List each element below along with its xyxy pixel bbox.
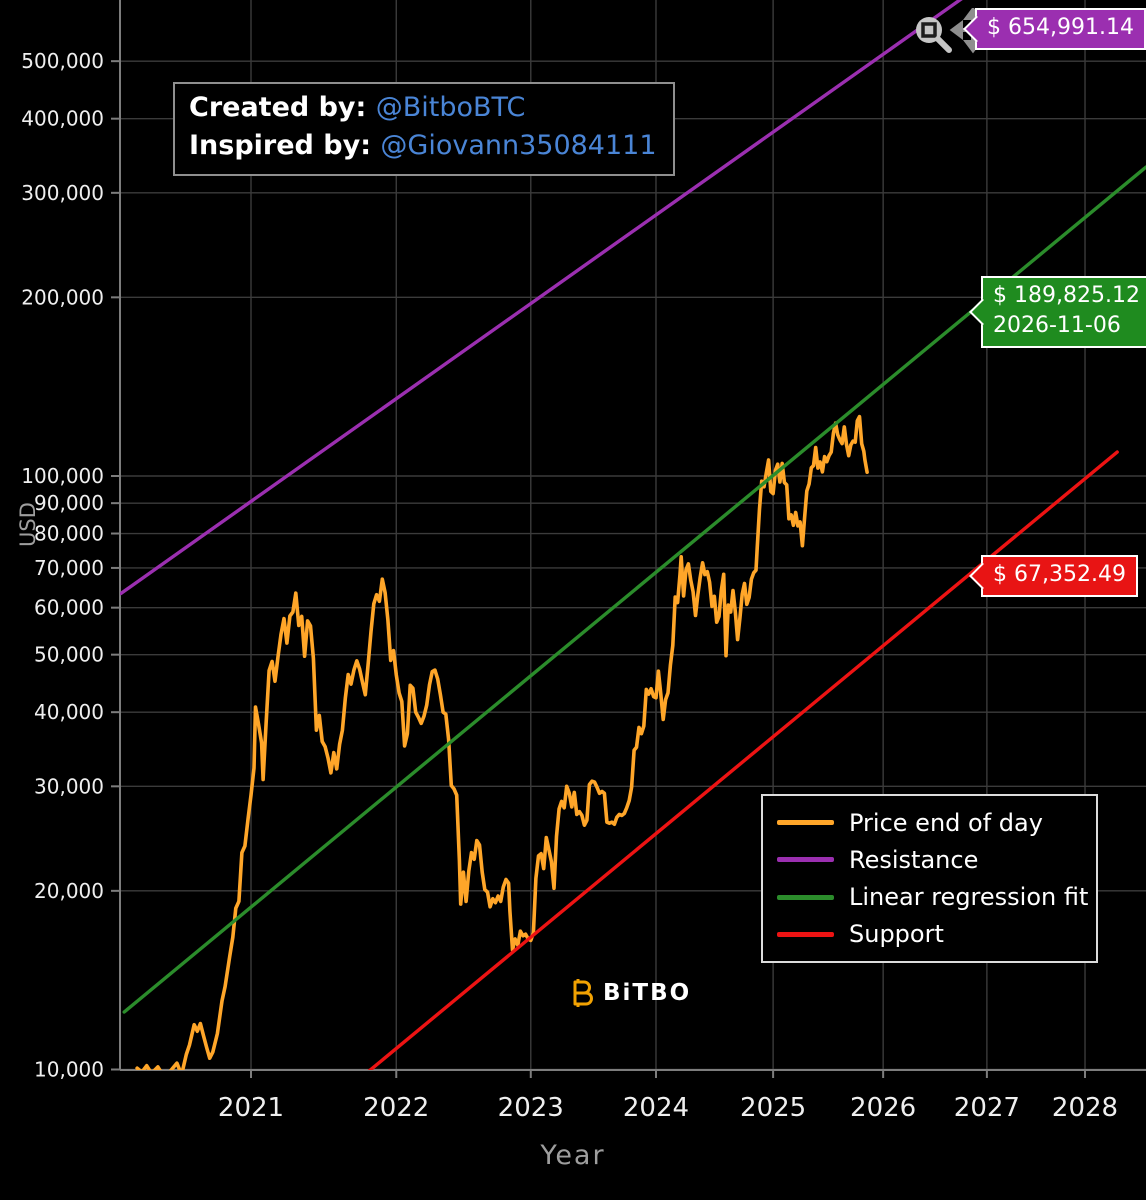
created-by-handle[interactable]: @BitboBTC (375, 92, 526, 123)
x-tick-label-2027: 2027 (954, 1093, 1020, 1123)
regression-line-swatch-icon (777, 894, 834, 900)
legend: Price end of day Resistance Linear regre… (761, 794, 1098, 963)
support-line (367, 450, 1119, 1070)
y-tick-label-80000: 80,000 (34, 522, 104, 546)
regression-value-tag: $ 189,825.12 2026-11-06 (981, 276, 1146, 348)
legend-item-regression: Linear regression fit (777, 883, 1090, 911)
y-tick-label-30000: 30,000 (34, 774, 104, 798)
created-by-label: Created by: (189, 92, 367, 123)
y-tick-label-60000: 60,000 (34, 596, 104, 620)
y-tick-label-50000: 50,000 (34, 643, 104, 667)
zoom-to-rect-icon[interactable] (916, 17, 952, 53)
support-value-tag: $ 67,352.49 (981, 555, 1138, 597)
legend-label-price: Price end of day (849, 808, 1043, 837)
price-line (135, 414, 869, 1070)
support-value: $ 67,352.49 (993, 562, 1126, 587)
resistance-line-swatch-icon (777, 857, 834, 863)
x-tick-label-2026: 2026 (850, 1093, 916, 1123)
resistance-line (120, 0, 963, 596)
credit-line-created: Created by: @BitboBTC (189, 89, 657, 127)
bitbo-logo-icon (573, 979, 593, 1007)
x-tick-label-2028: 2028 (1052, 1093, 1118, 1123)
x-axis-title: Year (540, 1140, 606, 1171)
y-tick-label-500000: 500,000 (21, 49, 104, 73)
regression-value: $ 189,825.12 (993, 283, 1140, 308)
price-line-swatch-icon (777, 820, 834, 826)
credit-box: Created by: @BitboBTC Inspired by: @Giov… (173, 82, 675, 176)
legend-label-regression: Linear regression fit (849, 883, 1089, 912)
bitbo-watermark: BiTBO (570, 978, 691, 1008)
legend-item-price: Price end of day (777, 809, 1090, 837)
legend-label-support: Support (849, 920, 944, 949)
x-tick-label-2021: 2021 (218, 1093, 284, 1123)
y-axis-title: USD (16, 502, 40, 547)
resistance-value-tag: $ 654,991.14 (975, 8, 1146, 50)
y-tick-label-200000: 200,000 (21, 285, 104, 309)
y-tick-label-90000: 90,000 (34, 491, 104, 515)
x-tick-label-2022: 2022 (363, 1093, 429, 1123)
bitbo-watermark-text: BiTBO (603, 980, 692, 1006)
x-tick-label-2025: 2025 (740, 1093, 806, 1123)
legend-label-resistance: Resistance (849, 845, 979, 874)
y-tick-label-40000: 40,000 (34, 700, 104, 724)
y-tick-label-100000: 100,000 (21, 464, 104, 488)
y-tick-label-70000: 70,000 (34, 556, 104, 580)
y-tick-label-20000: 20,000 (34, 879, 104, 903)
y-tick-label-10000: 10,000 (34, 1058, 104, 1082)
credit-line-inspired: Inspired by: @Giovann35084111 (189, 127, 657, 165)
inspired-by-handle[interactable]: @Giovann35084111 (380, 130, 657, 161)
x-tick-label-2023: 2023 (498, 1093, 564, 1123)
resistance-value: $ 654,991.14 (987, 15, 1134, 40)
legend-item-support: Support (777, 920, 1090, 948)
support-line-swatch-icon (777, 931, 834, 937)
y-tick-label-400000: 400,000 (21, 107, 104, 131)
regression-date: 2026-11-06 (993, 313, 1121, 338)
legend-item-resistance: Resistance (777, 846, 1090, 874)
inspired-by-label: Inspired by: (189, 130, 371, 161)
y-tick-label-300000: 300,000 (21, 181, 104, 205)
x-tick-label-2024: 2024 (623, 1093, 689, 1123)
